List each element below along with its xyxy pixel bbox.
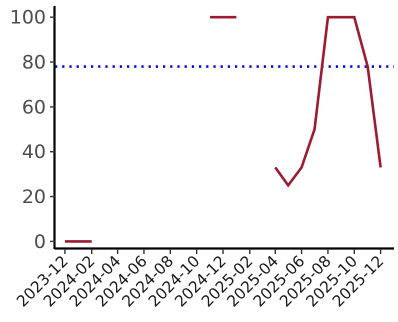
y-tick-label: 100 — [10, 7, 46, 29]
x-axis: 2023-122024-022024-042024-062024-082024-… — [13, 249, 387, 311]
y-tick-label: 80 — [22, 52, 46, 74]
y-tick-label: 0 — [34, 231, 46, 253]
plot-marks — [55, 15, 394, 243]
y-axis: 0 20 40 60 80 100 — [10, 7, 55, 253]
y-tick-label: 20 — [22, 186, 46, 208]
y-tick-label: 60 — [22, 96, 46, 118]
series-line-segment — [274, 15, 382, 188]
y-tick-label: 40 — [22, 141, 46, 163]
